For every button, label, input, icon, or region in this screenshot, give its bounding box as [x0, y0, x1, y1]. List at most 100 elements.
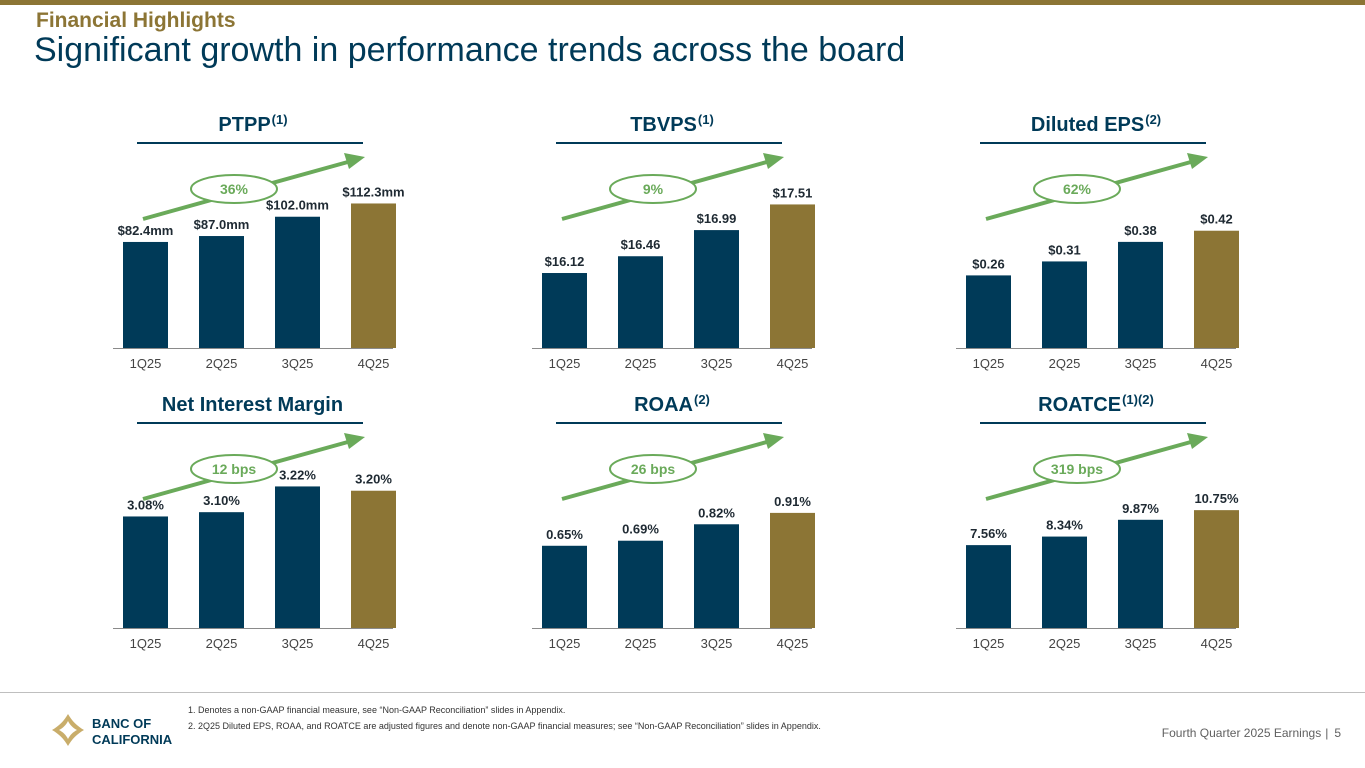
- footnote: 2. 2Q25 Diluted EPS, ROAA, and ROATCE ar…: [188, 721, 821, 731]
- bar-1q25: [542, 545, 587, 628]
- bar-value-label: $16.99: [697, 211, 737, 226]
- x-tick-label: 1Q25: [973, 356, 1005, 371]
- growth-oval: [609, 174, 697, 204]
- bar-4q25: [770, 204, 815, 348]
- bar-value-label: $102.0mm: [266, 198, 329, 213]
- bar-value-label: 10.75%: [1194, 491, 1239, 506]
- x-tick-label: 4Q25: [358, 636, 390, 651]
- footer-divider: [0, 692, 1365, 693]
- x-tick-label: 4Q25: [1201, 636, 1233, 651]
- bar-value-label: 8.34%: [1046, 518, 1083, 533]
- bar-3q25: [275, 216, 320, 348]
- bar-3q25: [275, 486, 320, 628]
- top-accent-bar: [0, 0, 1365, 5]
- chart-plot: 7.56% 1Q25 8.34% 2Q25 9.87% 3Q25 10.75% 4Q25 319…: [956, 433, 1239, 651]
- footnotes: 1. Denotes a non-GAAP financial measure,…: [188, 702, 821, 734]
- bar-1q25: [542, 273, 587, 348]
- chart-plot: $16.12 1Q25 $16.46 2Q25 $16.99 3Q25 $17.51 4Q25…: [532, 153, 815, 371]
- footnote: 1. Denotes a non-GAAP financial measure,…: [188, 705, 566, 715]
- chart-panel-roaa: ROAA(2) 0.65% 1Q25 0.69% 2Q25 0.82% 3Q25 0.91%…: [522, 392, 822, 652]
- bar-value-label: $16.12: [545, 254, 585, 269]
- x-tick-label: 3Q25: [1125, 356, 1157, 371]
- bar-value-label: $0.42: [1200, 212, 1233, 227]
- bar-value-label: 3.22%: [279, 467, 316, 482]
- bar-1q25: [123, 516, 168, 628]
- chart-panel-tbvps: TBVPS(1) $16.12 1Q25 $16.46 2Q25 $16.99 3Q25 $…: [522, 112, 822, 372]
- title-underline: [137, 422, 363, 424]
- growth-label: 26 bps: [631, 461, 676, 477]
- arrow-head: [344, 153, 365, 169]
- bar-4q25: [351, 203, 396, 348]
- growth-oval: [609, 454, 697, 484]
- chart-title: ROAA(2): [634, 392, 710, 416]
- arrow-head: [1187, 433, 1208, 449]
- x-tick-label: 2Q25: [206, 636, 238, 651]
- growth-label: 12 bps: [212, 461, 257, 477]
- bar-4q25: [351, 490, 396, 628]
- bar-value-label: $0.26: [972, 256, 1005, 271]
- chart-plot: 0.65% 1Q25 0.69% 2Q25 0.82% 3Q25 0.91% 4Q25 26 b…: [532, 433, 815, 651]
- title-underline: [980, 142, 1206, 144]
- x-tick-label: 4Q25: [777, 356, 809, 371]
- chart-plot: 3.08% 1Q25 3.10% 2Q25 3.22% 3Q25 3.20% 4Q25 12 b…: [113, 433, 396, 651]
- x-tick-label: 3Q25: [1125, 636, 1157, 651]
- growth-label: 36%: [220, 181, 249, 197]
- bar-value-label: 3.20%: [355, 472, 392, 487]
- bar-3q25: [694, 524, 739, 628]
- x-tick-label: 3Q25: [282, 356, 314, 371]
- chart-title: ROATCE(1)(2): [1038, 392, 1154, 416]
- bar-1q25: [966, 545, 1011, 628]
- arrow-head: [763, 153, 784, 169]
- title-underline: [980, 422, 1206, 424]
- x-tick-label: 1Q25: [549, 636, 581, 651]
- bar-value-label: $0.31: [1048, 242, 1081, 257]
- bar-value-label: 7.56%: [970, 526, 1007, 541]
- bar-4q25: [1194, 510, 1239, 628]
- bar-value-label: $0.38: [1124, 223, 1157, 238]
- chart-panel-ptpp: PTPP(1) $82.4mm 1Q25 $87.0mm 2Q25 $102.0mm 3Q…: [103, 112, 405, 372]
- bar-value-label: $82.4mm: [118, 223, 174, 238]
- title-underline: [137, 142, 363, 144]
- growth-label: 62%: [1063, 181, 1092, 197]
- growth-oval: [1033, 174, 1121, 204]
- chart-plot: $82.4mm 1Q25 $87.0mm 2Q25 $102.0mm 3Q25 $112.3…: [113, 153, 405, 371]
- arrow-head: [1187, 153, 1208, 169]
- x-tick-label: 2Q25: [1049, 356, 1081, 371]
- page-number: 5: [1334, 726, 1341, 740]
- section-label: Financial Highlights: [36, 9, 236, 32]
- chart-title: TBVPS(1): [630, 112, 714, 136]
- page-title: Significant growth in performance trends…: [34, 31, 906, 69]
- x-tick-label: 2Q25: [625, 356, 657, 371]
- bar-4q25: [770, 512, 815, 628]
- bar-4q25: [1194, 230, 1239, 348]
- chart-title: PTPP(1): [218, 112, 288, 136]
- x-tick-label: 4Q25: [358, 356, 390, 371]
- bar-value-label: 9.87%: [1122, 501, 1159, 516]
- bar-value-label: 3.10%: [203, 493, 240, 508]
- footer-text: Fourth Quarter 2025 Earnings | 5: [1161, 726, 1341, 740]
- bar-3q25: [694, 230, 739, 348]
- bar-value-label: $87.0mm: [194, 217, 250, 232]
- x-tick-label: 1Q25: [549, 356, 581, 371]
- chart-panel-net-interest-margin: Net Interest Margin 3.08% 1Q25 3.10% 2Q25 3.…: [103, 392, 403, 652]
- x-tick-label: 2Q25: [625, 636, 657, 651]
- company-logo: BANC OF CALIFORNIA: [50, 712, 190, 748]
- bar-value-label: 0.65%: [546, 527, 583, 542]
- growth-oval: [190, 454, 278, 484]
- bar-value-label: 3.08%: [127, 497, 164, 512]
- x-tick-label: 3Q25: [701, 356, 733, 371]
- arrow-head: [344, 433, 365, 449]
- x-tick-label: 2Q25: [206, 356, 238, 371]
- bar-2q25: [199, 236, 244, 348]
- chart-plot: $0.26 1Q25 $0.31 2Q25 $0.38 3Q25 $0.42 4Q25 62%: [956, 153, 1239, 371]
- chart-title: Net Interest Margin: [161, 394, 344, 416]
- bar-3q25: [1118, 519, 1163, 628]
- bar-2q25: [618, 540, 663, 628]
- bar-value-label: $16.46: [621, 237, 661, 252]
- bar-1q25: [966, 275, 1011, 348]
- bar-value-label: 0.91%: [774, 494, 811, 509]
- bar-value-label: $112.3mm: [342, 184, 404, 199]
- chart-panel-diluted-eps: Diluted EPS(2) $0.26 1Q25 $0.31 2Q25 $0.38 3Q…: [946, 112, 1246, 372]
- growth-oval: [190, 174, 278, 204]
- bar-2q25: [1042, 536, 1087, 628]
